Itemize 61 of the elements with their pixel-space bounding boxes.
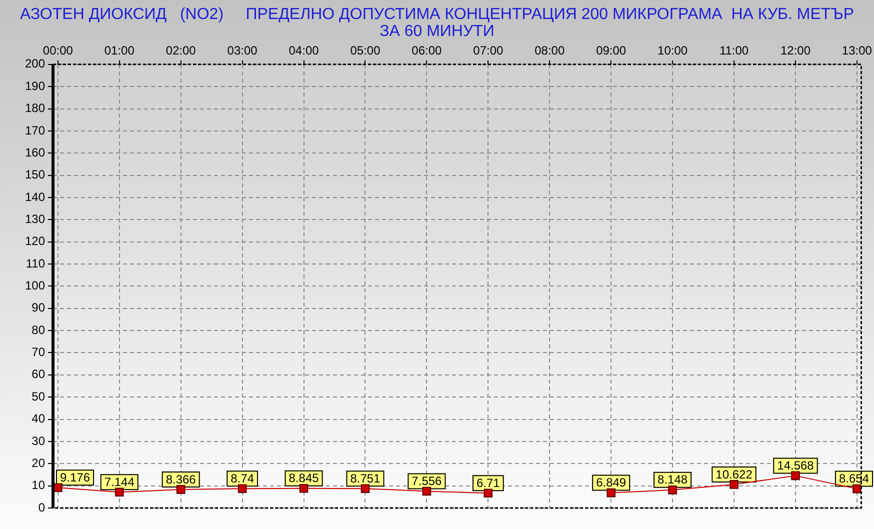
data-label: 7.144 [104,474,135,489]
data-label: 8.751 [350,471,381,486]
x-tick-label: 11:00 [719,44,749,58]
y-tick-label: 40 [32,412,46,426]
y-tick-label: 80 [32,322,46,337]
point [730,480,738,489]
x-tick-label: 12:00 [780,44,811,58]
y-tick-label: 50 [32,389,46,404]
data-label: 8.148 [658,472,688,487]
data-label: 8.845 [288,471,320,486]
y-tick-label: 150 [24,168,46,182]
y-tick-label: 160 [24,145,46,160]
x-tick-label: 09:00 [596,44,626,58]
x-tick-label: 13:00 [842,44,872,58]
point [606,488,616,498]
x-tick-label: 02:00 [166,44,196,58]
data-label: 14.568 [777,458,814,472]
x-tick-label: 04:00 [288,44,320,58]
x-tick-label: 01:00 [104,44,135,58]
x-tick-label: 06:00 [412,44,442,58]
x-tick-label: 10:00 [658,44,688,58]
y-tick-label: 10 [32,478,46,492]
x-tick-label: 07:00 [473,44,504,58]
x-tick-label: 08:00 [534,44,565,58]
x-tick-label: 00:00 [42,44,74,58]
y-tick-label: 70 [32,345,46,360]
y-tick-label: 180 [24,101,46,116]
data-label: 6.71 [476,476,500,490]
y-tick-label: 110 [26,256,46,270]
data-label: 8.366 [166,472,196,486]
data-label: 10.622 [716,467,753,482]
point [668,486,677,494]
data-label: 9.176 [60,470,90,484]
point [176,485,186,494]
data-label: 8.74 [230,471,254,486]
y-tick-label: 140 [24,190,46,204]
y-tick-label: 190 [24,78,46,93]
data-label: 8.654 [838,472,870,486]
point [422,486,432,496]
y-tick-label: 60 [32,367,46,382]
y-tick-label: 90 [32,300,46,315]
y-tick-label: 0 [38,500,46,514]
y-tick-label: 170 [24,123,46,138]
point [484,488,493,498]
y-tick-label: 20 [32,456,46,470]
y-tick-label: 100 [24,278,46,293]
data-label: 6.849 [596,476,626,490]
point [360,484,370,493]
point [299,484,308,493]
point [852,484,862,494]
y-tick-label: 130 [24,212,46,226]
point [791,471,800,480]
y-tick-label: 200 [24,56,46,71]
y-tick-label: 30 [32,434,46,448]
point [238,484,247,494]
x-tick-label: 05:00 [350,44,381,58]
x-tick-label: 03:00 [227,44,258,58]
point [114,488,124,497]
chart-title: АЗОТЕН ДИОКСИД (NO2) ПРЕДЕЛНО ДОПУСТИМА КОНЦЕНТРАЦИЯ 200 МИКРОГРАМА НА КУБ. МЕТЪР ЗА 60 МИНУТИ [18,6,856,40]
y-tick-label: 120 [24,234,46,248]
data-label: 7.556 [412,474,442,488]
